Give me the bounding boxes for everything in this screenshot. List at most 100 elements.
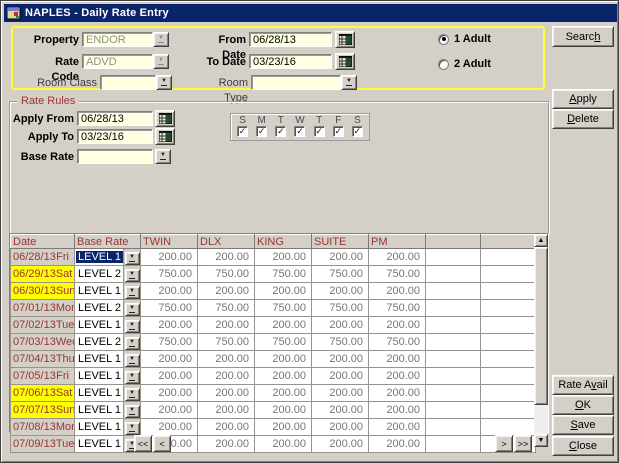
rate-cell[interactable]: 200.00: [254, 401, 312, 419]
rate-cell[interactable]: 200.00: [311, 248, 369, 266]
rate-cell[interactable]: 200.00: [368, 401, 426, 419]
apply-to-field[interactable]: [77, 129, 153, 144]
rate-cell[interactable]: 200.00: [197, 367, 255, 385]
room-class-field[interactable]: [100, 75, 156, 90]
rate-cell[interactable]: 200.00: [368, 282, 426, 300]
base-rate-cell[interactable]: LEVEL 1: [74, 248, 124, 266]
room-type-field[interactable]: [251, 75, 341, 90]
apply-to-input[interactable]: [77, 129, 153, 144]
base-rate-row-dropdown-button[interactable]: ▼: [124, 371, 140, 384]
rate-cell[interactable]: 200.00: [254, 282, 312, 300]
rate-cell[interactable]: 750.00: [254, 299, 312, 317]
date-cell[interactable]: 07/05/13 Fri: [10, 367, 75, 385]
rate-cell[interactable]: 200.00: [368, 350, 426, 368]
rate-cell[interactable]: 750.00: [197, 333, 255, 351]
base-rate-field[interactable]: [77, 149, 153, 164]
rate-cell[interactable]: 750.00: [311, 265, 369, 283]
apply-from-input[interactable]: [77, 111, 153, 126]
rate-cell[interactable]: 200.00: [311, 282, 369, 300]
rate-cell[interactable]: 200.00: [140, 401, 198, 419]
radio-1-adult[interactable]: 1 Adult: [438, 33, 491, 45]
from-date-calendar-button[interactable]: [335, 31, 355, 48]
date-cell[interactable]: 07/06/13 Sat: [10, 384, 75, 402]
rate-cell[interactable]: 750.00: [254, 333, 312, 351]
rate-cell[interactable]: 200.00: [368, 435, 426, 453]
weekday-checkbox[interactable]: ✓: [237, 126, 249, 137]
base-rate-cell[interactable]: LEVEL 1: [74, 418, 124, 436]
base-rate-input[interactable]: [77, 149, 153, 164]
scroll-up-button[interactable]: ▲: [534, 234, 548, 247]
rate-cell[interactable]: 750.00: [140, 265, 198, 283]
rate-cell[interactable]: 750.00: [140, 333, 198, 351]
rate-cell[interactable]: 200.00: [140, 316, 198, 334]
rate-code-input[interactable]: [82, 54, 153, 69]
base-rate-cell[interactable]: LEVEL 1: [74, 435, 124, 453]
base-rate-cell[interactable]: LEVEL 1: [74, 384, 124, 402]
base-rate-dropdown-button[interactable]: ▼: [155, 149, 171, 164]
rate-cell[interactable]: 200.00: [311, 418, 369, 436]
rate-cell[interactable]: 750.00: [368, 299, 426, 317]
date-cell[interactable]: 07/08/13Mon: [10, 418, 75, 436]
rate-cell[interactable]: 200.00: [140, 384, 198, 402]
rate-cell[interactable]: 200.00: [197, 248, 255, 266]
property-input[interactable]: [82, 32, 153, 47]
base-rate-row-dropdown-button[interactable]: ▼: [124, 405, 140, 418]
base-rate-row-dropdown-button[interactable]: ▼: [124, 422, 140, 435]
base-rate-row-dropdown-button[interactable]: ▼: [124, 252, 140, 265]
room-class-input[interactable]: [100, 75, 156, 90]
rate-cell[interactable]: 200.00: [311, 316, 369, 334]
date-cell[interactable]: 06/30/13 Sun: [10, 282, 75, 300]
rate-cell[interactable]: 200.00: [197, 401, 255, 419]
base-rate-cell[interactable]: LEVEL 1: [74, 401, 124, 419]
base-rate-cell[interactable]: LEVEL 1: [74, 282, 124, 300]
scroll-down-button[interactable]: ▼: [534, 434, 548, 447]
base-rate-row-dropdown-button[interactable]: ▼: [124, 354, 140, 367]
apply-button[interactable]: Apply: [552, 89, 614, 109]
rate-code-dropdown-button[interactable]: ▼: [153, 54, 169, 69]
base-rate-row-dropdown-button[interactable]: ▼: [124, 269, 140, 282]
to-date-input[interactable]: [249, 54, 332, 69]
rate-cell[interactable]: 200.00: [254, 350, 312, 368]
rate-cell[interactable]: 200.00: [140, 282, 198, 300]
from-date-field[interactable]: [249, 32, 332, 47]
base-rate-cell[interactable]: LEVEL 2: [74, 265, 124, 283]
rate-cell[interactable]: 750.00: [254, 265, 312, 283]
room-type-input[interactable]: [251, 75, 341, 90]
base-rate-row-dropdown-button[interactable]: ▼: [124, 320, 140, 333]
base-rate-cell[interactable]: LEVEL 1: [74, 350, 124, 368]
delete-button[interactable]: Delete: [552, 109, 614, 129]
rate-cell[interactable]: 200.00: [311, 367, 369, 385]
date-cell[interactable]: 07/04/13 Thu: [10, 350, 75, 368]
rate-cell[interactable]: 200.00: [368, 316, 426, 334]
weekday-checkbox[interactable]: ✓: [256, 126, 268, 137]
date-cell[interactable]: 06/28/13 Fri: [10, 248, 75, 266]
title-bar[interactable]: NAPLES - Daily Rate Entry: [4, 4, 617, 22]
base-rate-cell[interactable]: LEVEL 1: [74, 367, 124, 385]
rate-cell[interactable]: 200.00: [311, 384, 369, 402]
search-button[interactable]: Search: [552, 26, 614, 47]
apply-to-calendar-button[interactable]: [155, 128, 175, 145]
date-cell[interactable]: 07/07/13 Sun: [10, 401, 75, 419]
rate-cell[interactable]: 200.00: [140, 418, 198, 436]
rate-cell[interactable]: 200.00: [311, 401, 369, 419]
to-date-field[interactable]: [249, 54, 332, 69]
rate-cell[interactable]: 200.00: [197, 282, 255, 300]
save-button[interactable]: Save: [552, 415, 614, 435]
close-button[interactable]: Close: [552, 436, 614, 456]
rate-cell[interactable]: 200.00: [368, 418, 426, 436]
rate-cell[interactable]: 200.00: [197, 418, 255, 436]
rate-cell[interactable]: 200.00: [254, 367, 312, 385]
scrollbar-thumb[interactable]: [534, 247, 548, 405]
vertical-scrollbar[interactable]: ▲ ▼: [534, 234, 548, 447]
ok-button[interactable]: OK: [552, 395, 614, 415]
rate-cell[interactable]: 200.00: [368, 248, 426, 266]
room-type-dropdown-button[interactable]: ▼: [341, 75, 357, 90]
rate-cell[interactable]: 200.00: [197, 350, 255, 368]
page-prev-button[interactable]: <: [153, 435, 171, 452]
rate-cell[interactable]: 200.00: [140, 350, 198, 368]
rate-cell[interactable]: 200.00: [197, 435, 255, 453]
date-cell[interactable]: 07/09/13 Tue: [10, 435, 75, 453]
weekday-checkbox[interactable]: ✓: [351, 126, 363, 137]
rate-cell[interactable]: 200.00: [311, 350, 369, 368]
rate-cell[interactable]: 750.00: [368, 265, 426, 283]
